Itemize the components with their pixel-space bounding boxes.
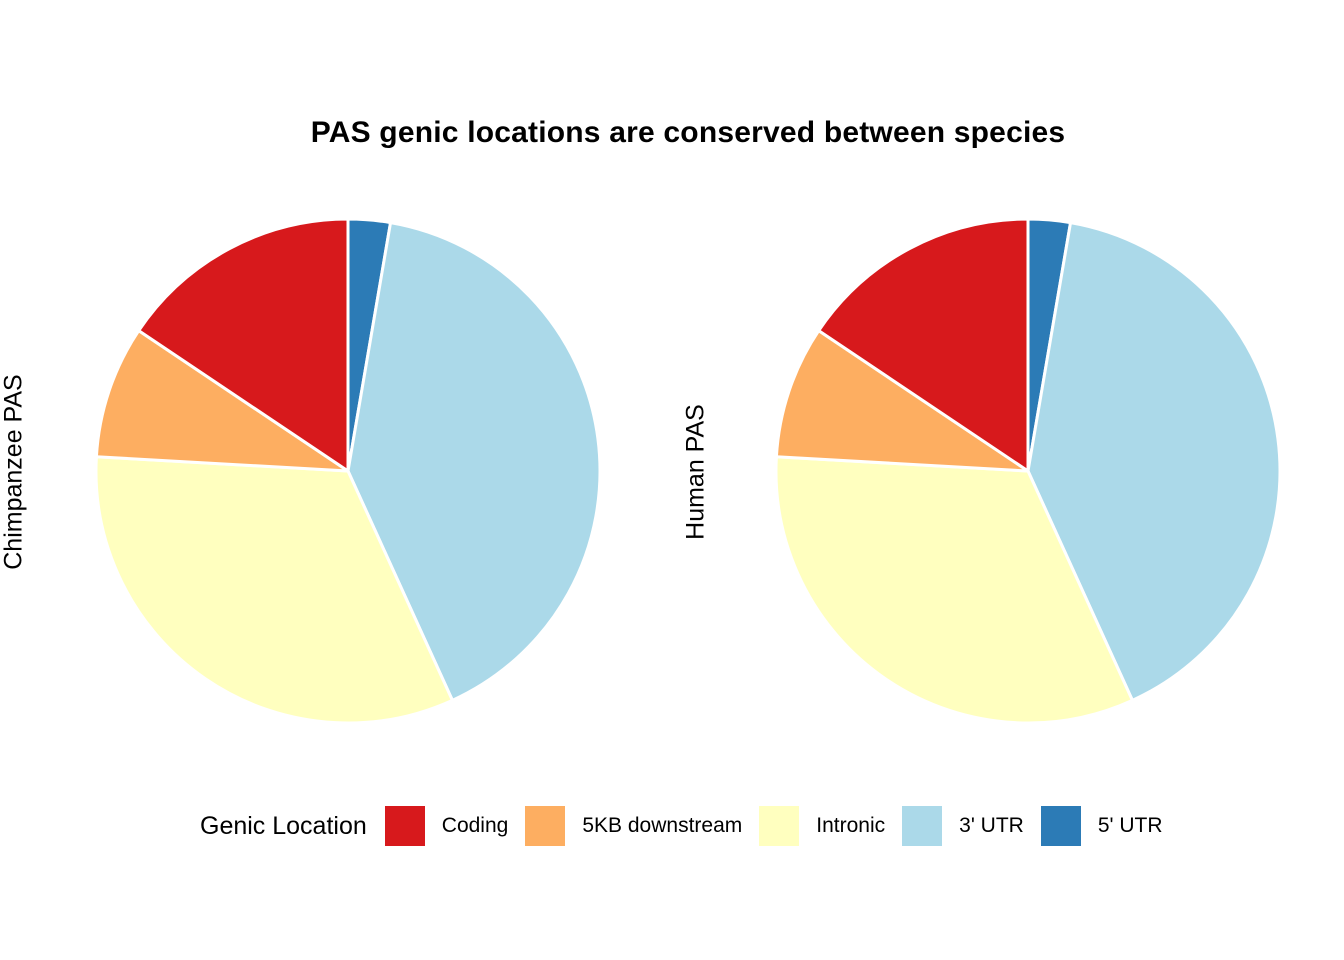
- legend-swatch-coding: [384, 806, 425, 846]
- legend-label-5-utr: 5' UTR: [1097, 814, 1163, 837]
- legend-item-5-utr: 5' UTR: [1040, 806, 1163, 846]
- human-slice-intronic: [774, 455, 1134, 725]
- human-slice-5kb-downstream: [774, 329, 1030, 473]
- chart-title: PAS genic locations are conserved betwee…: [310, 116, 1066, 149]
- legend: Genic Location Coding 5KB downstream Int…: [200, 806, 1180, 846]
- legend-label-coding: Coding: [441, 814, 509, 837]
- human-slice-3-utr: [1026, 221, 1282, 702]
- human-pie-label: Human PAS: [681, 404, 710, 540]
- legend-swatch-5kb-downstream: [525, 806, 566, 846]
- legend-swatch-intronic: [759, 806, 800, 846]
- chimpanzee-slice-coding: [137, 217, 350, 473]
- legend-swatch-5-utr: [1040, 806, 1081, 846]
- chimpanzee-pie-chart: [94, 217, 602, 725]
- legend-swatch-3-utr: [902, 806, 943, 846]
- legend-item-coding: Coding: [384, 806, 509, 846]
- human-pie-chart: [774, 217, 1282, 725]
- chimpanzee-slice-5kb-downstream: [94, 329, 350, 473]
- chimpanzee-slice-3-utr: [346, 221, 602, 702]
- legend-item-intronic: Intronic: [759, 806, 885, 846]
- chimpanzee-pie-label: Chimpanzee PAS: [0, 374, 28, 570]
- legend-label-intronic: Intronic: [816, 814, 886, 837]
- legend-title: Genic Location: [200, 811, 367, 840]
- legend-item-3-utr: 3' UTR: [902, 806, 1024, 846]
- legend-label-3-utr: 3' UTR: [959, 814, 1024, 837]
- legend-item-5kb-downstream: 5KB downstream: [525, 806, 742, 846]
- legend-label-5kb-downstream: 5KB downstream: [582, 814, 743, 837]
- human-slice-coding: [817, 217, 1030, 473]
- chimpanzee-slice-intronic: [94, 455, 454, 725]
